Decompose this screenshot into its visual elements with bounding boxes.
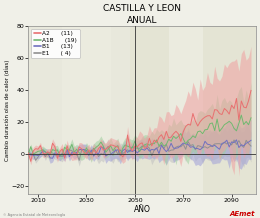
Bar <box>130 26 169 194</box>
X-axis label: AÑO: AÑO <box>134 205 151 214</box>
Bar <box>207 26 256 194</box>
Bar <box>110 26 159 194</box>
Title: CASTILLA Y LEON
ANUAL: CASTILLA Y LEON ANUAL <box>103 4 181 25</box>
Bar <box>28 26 62 194</box>
Y-axis label: Cambio duración olas de calor (días): Cambio duración olas de calor (días) <box>4 59 10 161</box>
Bar <box>203 26 256 194</box>
Text: © Agencia Estatal de Meteorología: © Agencia Estatal de Meteorología <box>3 213 65 217</box>
Text: AEmet: AEmet <box>229 211 255 217</box>
Bar <box>62 26 110 194</box>
Bar <box>159 26 207 194</box>
Legend: A2      (11), A1B      (19), B1      (13), E1      ( 4): A2 (11), A1B (19), B1 (13), E1 ( 4) <box>31 29 80 58</box>
